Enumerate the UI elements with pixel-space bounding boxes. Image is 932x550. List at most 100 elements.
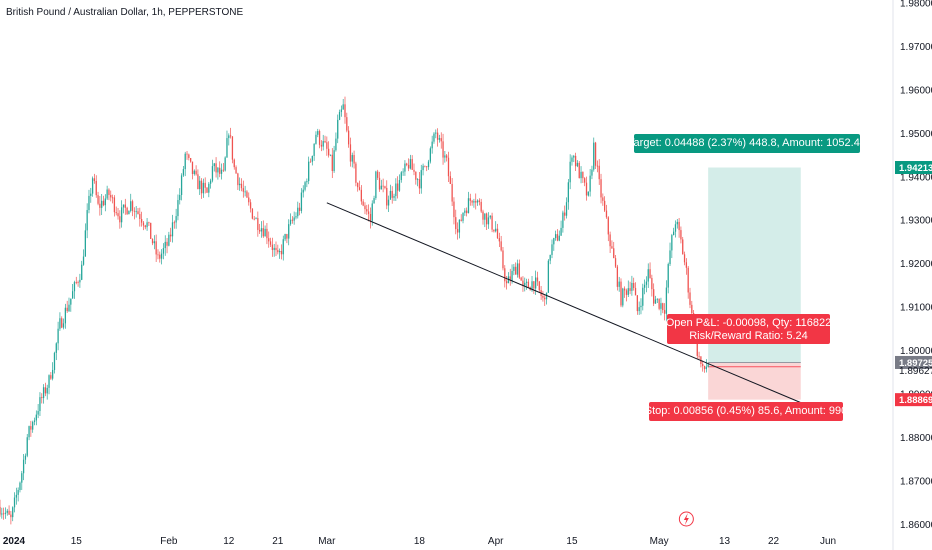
candle-body-276 xyxy=(500,241,502,251)
candle-body-252 xyxy=(456,229,459,233)
candle-body-204 xyxy=(369,213,372,221)
x-tick-label-1: 15 xyxy=(71,536,83,547)
candle-body-34 xyxy=(61,318,63,328)
candle-body-211 xyxy=(382,185,384,187)
pnl-label-box[interactable] xyxy=(667,314,830,344)
candle-body-125 xyxy=(226,138,228,158)
candle-body-250 xyxy=(453,201,455,218)
candle-body-25 xyxy=(44,387,47,394)
candle-body-27 xyxy=(48,375,50,388)
candle-body-284 xyxy=(515,266,517,275)
price-tag-stop: 1.88869 xyxy=(899,395,932,406)
candle-body-247 xyxy=(447,157,450,177)
candle-body-266 xyxy=(482,211,484,220)
candle-body-213 xyxy=(386,187,388,206)
candle-body-263 xyxy=(476,200,479,203)
candle-body-209 xyxy=(378,177,381,190)
target-label-box[interactable] xyxy=(634,134,860,153)
candle-body-307 xyxy=(556,234,559,241)
candle-body-104 xyxy=(188,154,190,158)
candle-body-85 xyxy=(153,241,155,244)
candle-body-26 xyxy=(46,387,48,394)
candle-body-154 xyxy=(278,251,281,253)
candle-body-387 xyxy=(702,364,704,367)
stop-label-box[interactable] xyxy=(649,402,843,421)
x-tick-label-12: Jun xyxy=(820,536,836,547)
candle-body-47 xyxy=(84,230,86,257)
candle-body-68 xyxy=(122,204,125,208)
trendline[interactable] xyxy=(326,202,801,404)
candle-body-127 xyxy=(229,135,232,137)
candle-body-317 xyxy=(574,155,577,167)
candle-body-6 xyxy=(10,514,12,518)
candle-body-303 xyxy=(549,254,551,261)
stop-zone[interactable] xyxy=(708,362,801,400)
candle-body-249 xyxy=(451,183,453,202)
price-tag-target: 1.94213 xyxy=(899,163,932,174)
candle-body-269 xyxy=(487,217,490,225)
candle-body-315 xyxy=(571,157,573,162)
candle-body-206 xyxy=(373,198,375,204)
candle-body-114 xyxy=(206,187,208,193)
candle-body-53 xyxy=(95,181,97,196)
candle-body-106 xyxy=(191,161,194,174)
candles xyxy=(0,96,709,525)
candle-body-159 xyxy=(288,224,290,239)
stop-label-text-0: Stop: 0.00856 (0.45%) 85.6, Amount: 990 xyxy=(645,405,847,417)
candle-body-139 xyxy=(251,208,254,219)
candle-body-340 xyxy=(616,266,619,287)
candle-body-376 xyxy=(682,239,684,255)
candle-body-161 xyxy=(291,219,293,221)
candle-body-147 xyxy=(266,228,268,239)
candle-body-254 xyxy=(460,219,462,221)
candle-body-58 xyxy=(104,198,106,206)
candle-body-321 xyxy=(582,171,584,179)
candle-body-151 xyxy=(273,247,275,251)
candle-body-236 xyxy=(427,161,430,168)
candle-body-88 xyxy=(159,254,161,259)
candle-body-66 xyxy=(119,216,121,223)
candle-body-328 xyxy=(594,142,597,166)
x-tick-label-11: 22 xyxy=(768,536,780,547)
candle-body-216 xyxy=(391,190,393,198)
y-tick-label-5: 1.93000 xyxy=(900,216,932,227)
candle-body-245 xyxy=(444,155,446,158)
candle-body-212 xyxy=(384,186,386,188)
candle-body-330 xyxy=(598,165,600,180)
candle-body-231 xyxy=(418,179,421,189)
candle-body-113 xyxy=(204,182,206,188)
pnl-label-text-1: Risk/Reward Ratio: 5.24 xyxy=(689,330,808,342)
candle-body-306 xyxy=(554,234,557,239)
candle-body-229 xyxy=(415,171,417,180)
candle-body-65 xyxy=(117,213,119,217)
candle-body-24 xyxy=(42,387,45,399)
candle-body-12 xyxy=(21,473,23,483)
candle-body-283 xyxy=(513,266,515,271)
candle-body-143 xyxy=(259,229,261,232)
candle-body-182 xyxy=(329,154,332,156)
candle-body-83 xyxy=(150,222,152,239)
candle-body-80 xyxy=(144,225,146,228)
candle-body-354 xyxy=(642,287,644,306)
candle-body-334 xyxy=(605,210,608,218)
candle-body-20 xyxy=(35,414,37,421)
candle-body-375 xyxy=(680,230,682,240)
candle-body-322 xyxy=(584,178,586,183)
candle-body-102 xyxy=(184,153,186,170)
candle-body-333 xyxy=(604,200,606,211)
candle-body-22 xyxy=(39,397,41,412)
candle-body-348 xyxy=(631,282,633,291)
candle-body-203 xyxy=(367,211,370,214)
candle-body-270 xyxy=(489,215,491,218)
candle-body-0 xyxy=(0,506,1,515)
candle-body-218 xyxy=(395,183,397,197)
candle-body-353 xyxy=(640,305,642,308)
candle-body-103 xyxy=(186,153,188,155)
candle-body-297 xyxy=(538,281,540,291)
candle-body-19 xyxy=(33,420,36,422)
candle-body-18 xyxy=(32,421,34,430)
candle-body-272 xyxy=(493,229,495,232)
candle-body-310 xyxy=(562,212,564,228)
candle-body-373 xyxy=(676,221,678,225)
